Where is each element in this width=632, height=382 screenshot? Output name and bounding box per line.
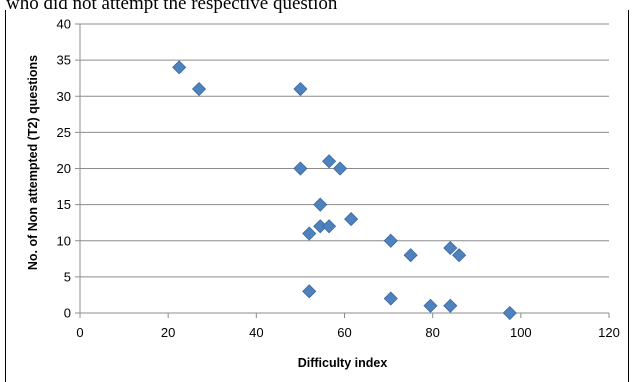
y-tick-labels: 0 5 10 15 20 25 30 35 40 bbox=[57, 17, 71, 321]
data-point-6 bbox=[333, 161, 348, 176]
y-tick-label-20: 20 bbox=[57, 161, 71, 176]
data-point-1 bbox=[172, 60, 187, 75]
data-point-3 bbox=[293, 81, 308, 97]
x-tick-label-20: 20 bbox=[161, 325, 175, 340]
data-point-5 bbox=[322, 154, 337, 169]
data-point-16 bbox=[302, 284, 317, 299]
y-tick-label-35: 35 bbox=[57, 53, 71, 68]
x-tick-label-40: 40 bbox=[249, 325, 263, 340]
data-point-12 bbox=[383, 233, 398, 248]
y-tick-label-10: 10 bbox=[57, 233, 71, 248]
data-point-2 bbox=[191, 81, 207, 97]
x-axis-title: Difficulty index bbox=[298, 356, 388, 370]
data-point-13 bbox=[403, 248, 418, 263]
chart-frame bbox=[5, 10, 629, 382]
y-tick-label-25: 25 bbox=[57, 125, 71, 140]
data-point-15 bbox=[452, 248, 467, 263]
chart-axes bbox=[75, 23, 610, 318]
y-tick-label-15: 15 bbox=[57, 197, 71, 212]
data-point-7 bbox=[313, 197, 328, 212]
data-point-18 bbox=[423, 298, 438, 313]
x-tick-label-80: 80 bbox=[425, 325, 439, 340]
data-point-8 bbox=[344, 212, 359, 227]
y-tick-label-0: 0 bbox=[64, 306, 71, 321]
data-point-20 bbox=[502, 305, 517, 321]
y-tick-label-40: 40 bbox=[57, 17, 71, 32]
chart-caption: who did not attempt the respective quest… bbox=[6, 0, 338, 14]
data-point-19 bbox=[443, 298, 458, 313]
y-tick-label-5: 5 bbox=[64, 269, 71, 284]
x-tick-label-60: 60 bbox=[337, 325, 351, 340]
y-tick-label-30: 30 bbox=[57, 89, 71, 104]
x-tick-label-100: 100 bbox=[510, 325, 532, 340]
y-axis-title: No. of Non attempted (T2) questions bbox=[26, 55, 40, 270]
x-tick-label-120: 120 bbox=[598, 325, 620, 340]
scatter-chart: 0 5 10 15 20 25 30 35 40 0 20 40 60 80 100 120 Difficu… bbox=[26, 17, 620, 371]
data-point-10 bbox=[322, 219, 337, 234]
data-point-17 bbox=[383, 291, 398, 306]
data-point-4 bbox=[293, 161, 308, 176]
data-point-14 bbox=[443, 240, 458, 256]
data-points bbox=[172, 60, 517, 321]
x-tick-label-0: 0 bbox=[76, 325, 83, 340]
grid-lines bbox=[80, 23, 609, 278]
x-tick-labels: 0 20 40 60 80 100 120 bbox=[76, 325, 619, 340]
data-point-11 bbox=[302, 226, 317, 241]
